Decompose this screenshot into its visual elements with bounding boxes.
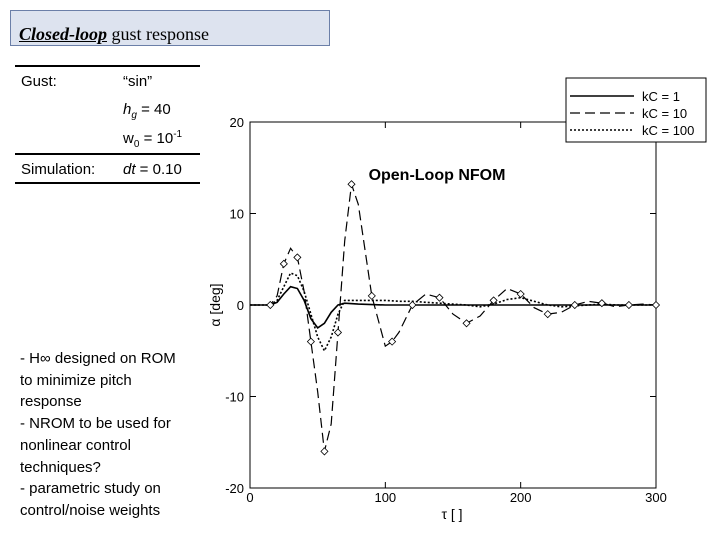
data-point-marker xyxy=(597,299,606,308)
note-line: techniques? xyxy=(20,458,101,476)
data-point-marker xyxy=(306,337,315,346)
y-tick-label: 20 xyxy=(230,115,244,130)
data-point-marker xyxy=(347,180,356,189)
hg-symbol: h xyxy=(123,101,132,118)
y-tick-label: -10 xyxy=(225,390,244,405)
table-bottom-rule xyxy=(15,182,200,184)
dt-symbol: dt xyxy=(123,161,136,178)
axis-ticks: 0 100 200 300 -20 -10 0 10 20 xyxy=(225,115,667,505)
x-axis-label: τ [ ] xyxy=(441,506,462,522)
data-point-marker xyxy=(333,328,343,337)
data-point-marker xyxy=(266,300,275,310)
data-point-marker xyxy=(320,447,329,456)
x-tick-label: 0 xyxy=(246,490,253,505)
data-point-marker xyxy=(435,293,444,302)
legend-label: kC = 100 xyxy=(642,123,694,138)
gust-label: Gust: xyxy=(21,73,57,90)
note-line: nonlinear control xyxy=(20,436,131,454)
table-mid-rule xyxy=(15,153,200,155)
y-tick-label: -20 xyxy=(225,481,244,496)
data-point-marker xyxy=(516,289,525,299)
note-line: - parametric study on xyxy=(20,480,161,498)
slide-title: Closed-loop gust response xyxy=(19,24,209,45)
hg-rest: = 40 xyxy=(136,101,171,118)
data-point-marker xyxy=(651,300,661,310)
legend-label: kC = 1 xyxy=(642,89,680,104)
w0-value: w0 = 10-1 xyxy=(123,129,182,150)
legend: kC = 1 kC = 10 kC = 100 xyxy=(565,77,707,143)
note-line: response xyxy=(20,393,82,411)
data-point-marker xyxy=(462,319,471,328)
data-point-marker xyxy=(279,259,288,268)
hg-subscript: g xyxy=(131,110,137,121)
data-point-marker xyxy=(543,310,552,319)
data-point-marker xyxy=(388,337,397,346)
note-line: - NROM to be used for xyxy=(20,415,171,433)
x-tick-label: 100 xyxy=(374,490,396,505)
x-tick-label: 200 xyxy=(510,490,532,505)
gust-value: “sin” xyxy=(123,73,153,90)
chart-title: Open-Loop NFOM xyxy=(369,167,506,184)
dt-value: dt = 0.10 xyxy=(123,161,182,178)
w0-exponent: -1 xyxy=(173,129,183,140)
slide-title-rest: gust response xyxy=(107,24,210,44)
simulation-label: Simulation: xyxy=(21,161,96,178)
data-point-marker xyxy=(408,300,417,310)
y-axis-label: α [deg] xyxy=(207,283,223,326)
w0-rest: = 10 xyxy=(139,130,174,147)
w0-subscript: 0 xyxy=(133,139,140,150)
hg-value: hg = 40 xyxy=(123,101,171,121)
series-line-dotted xyxy=(250,271,656,353)
legend-label: kC = 10 xyxy=(642,106,687,121)
series-lines xyxy=(250,180,661,456)
note-line: - H∞ designed on ROM xyxy=(20,350,176,367)
dt-rest: = 0.10 xyxy=(135,161,182,178)
data-point-marker xyxy=(293,253,302,262)
data-point-marker xyxy=(367,291,376,300)
legend-box xyxy=(565,77,707,143)
slide-title-italic: Closed-loop xyxy=(19,24,107,44)
y-tick-label: 10 xyxy=(230,207,244,222)
data-point-marker xyxy=(624,300,633,310)
series-line-dashed xyxy=(250,184,657,452)
slide-title-box: Closed-loop gust response xyxy=(10,10,330,46)
y-tick-label: 0 xyxy=(237,298,244,313)
notes-list: - H∞ designed on ROM to minimize pitch r… xyxy=(20,348,200,522)
series-line-solid xyxy=(250,285,656,329)
note-line: control/noise weights xyxy=(20,501,161,519)
table-top-rule xyxy=(15,65,200,67)
data-point-marker xyxy=(489,296,498,305)
note-line: to minimize pitch xyxy=(20,371,132,389)
data-point-marker xyxy=(570,300,579,310)
w0-symbol: w xyxy=(123,130,134,147)
x-tick-label: 300 xyxy=(645,490,667,505)
